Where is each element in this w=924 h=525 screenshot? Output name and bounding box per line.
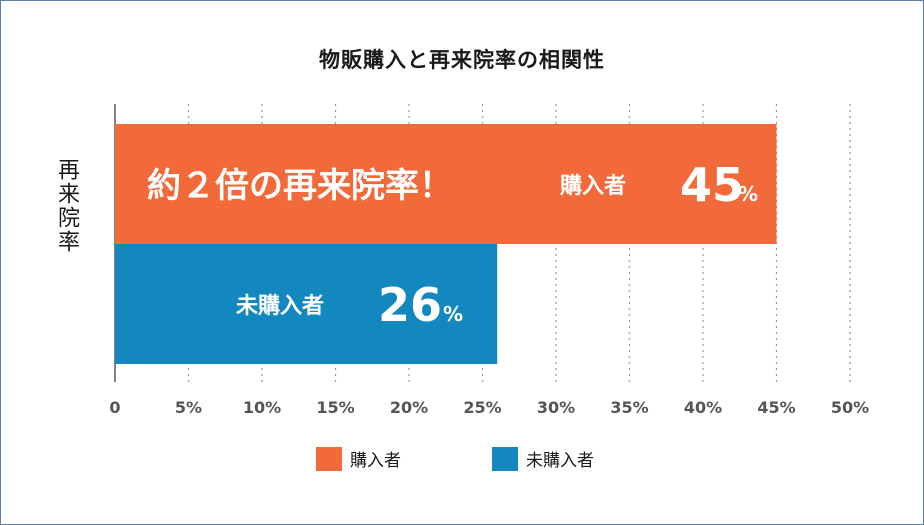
bar-labels: 約２倍の再来院率！ 購入者 45% 未購入者 26% <box>147 158 758 332</box>
x-tick-label: 30% <box>537 398 575 417</box>
chart-title: 物販購入と再来院率の相関性 <box>319 48 605 72</box>
x-tick-labels: 0 5% 10% 15% 20% 25% 30% 35% 40% 45% 50% <box>109 398 869 417</box>
x-tick-label: 45% <box>757 398 795 417</box>
legend-item-purchaser: 購入者 <box>316 446 401 471</box>
x-tick-label: 50% <box>831 398 869 417</box>
x-tick-label: 35% <box>610 398 648 417</box>
bar-value-unit: % <box>443 302 463 326</box>
bar-value-label: 26 <box>378 278 442 332</box>
bar-non-purchaser <box>115 244 498 364</box>
x-tick-label: 40% <box>684 398 722 417</box>
legend-label-non-purchaser: 未購入者 <box>526 451 594 471</box>
bar-purchaser <box>115 124 777 244</box>
x-tick-label: 10% <box>243 398 281 417</box>
x-tick-label: 15% <box>316 398 354 417</box>
legend-label-purchaser: 購入者 <box>350 451 401 471</box>
x-tick-label: 20% <box>390 398 428 417</box>
bar-value-label: 45 <box>680 158 744 212</box>
x-tick-label: 25% <box>463 398 501 417</box>
x-tick-label: 5% <box>175 398 202 417</box>
legend-swatch-non-purchaser <box>492 446 518 471</box>
bar-value-unit: % <box>738 182 758 206</box>
x-tick-label: 0 <box>109 398 120 417</box>
bar-category-label: 未購入者 <box>236 294 324 319</box>
y-axis-label: 再来院率 <box>54 158 79 254</box>
bar-category-label: 購入者 <box>560 174 626 199</box>
bar-annotation: 約２倍の再来院率！ <box>147 166 453 206</box>
bars <box>115 124 777 364</box>
legend-item-non-purchaser: 未購入者 <box>492 446 594 471</box>
legend-swatch-purchaser <box>316 446 342 471</box>
